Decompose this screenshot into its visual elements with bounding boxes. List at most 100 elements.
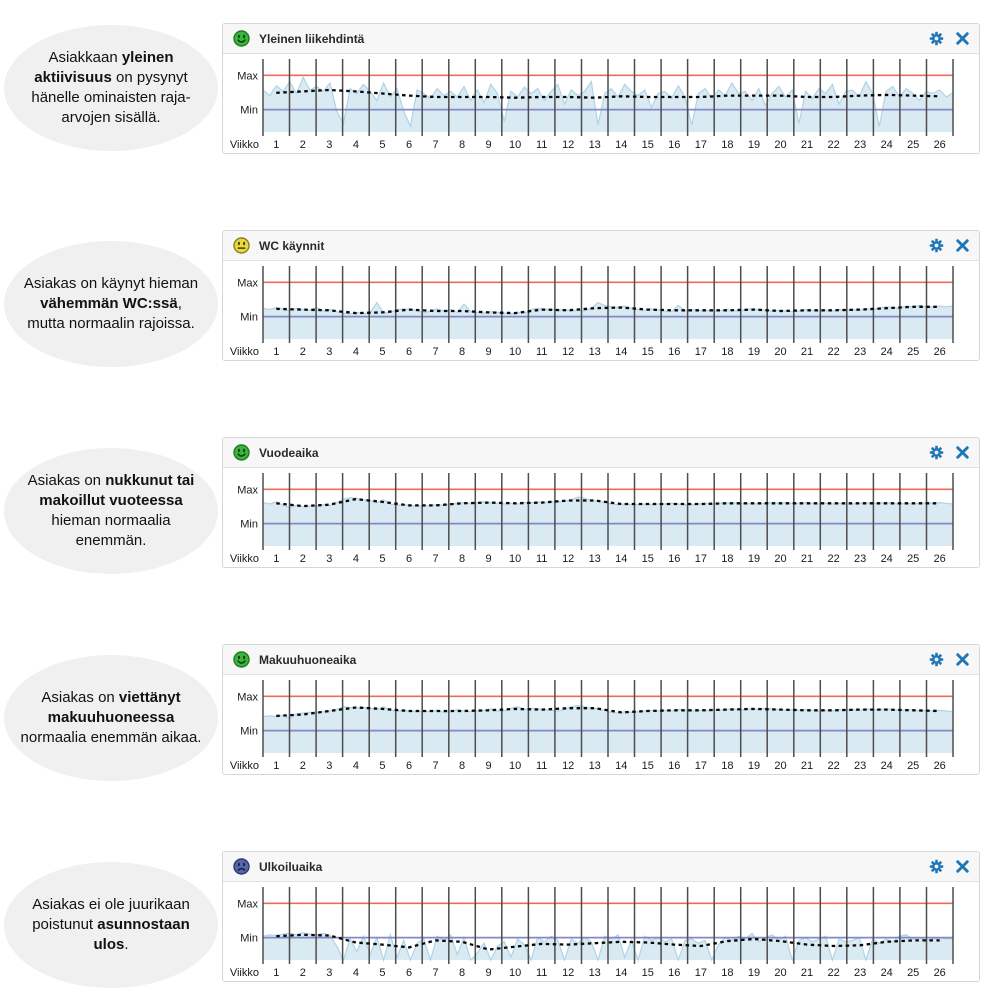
insight-column: Asiakas ei ole juurikaan poistunut asunn… [0,851,222,988]
svg-text:7: 7 [432,139,438,151]
gear-icon[interactable] [929,445,944,460]
svg-text:11: 11 [536,553,547,565]
svg-text:10: 10 [509,346,521,358]
svg-text:Viikko: Viikko [230,346,259,358]
svg-text:14: 14 [615,346,627,358]
svg-text:8: 8 [459,346,465,358]
svg-text:9: 9 [486,967,492,979]
svg-text:5: 5 [379,967,385,979]
svg-text:7: 7 [432,760,438,772]
insight-bubble: Asiakas on viettänyt makuuhuoneessa norm… [4,655,218,781]
panel-actions [929,859,969,874]
svg-text:4: 4 [353,139,359,151]
svg-text:2: 2 [300,967,306,979]
svg-text:4: 4 [353,346,359,358]
close-icon[interactable] [956,860,969,873]
svg-text:21: 21 [801,967,813,979]
svg-text:6: 6 [406,139,412,151]
svg-text:11: 11 [536,346,547,358]
svg-text:2: 2 [300,553,306,565]
insight-text: Asiakkaan yleinen aktiivisuus on pysynyt… [31,49,191,126]
gear-icon[interactable] [929,238,944,253]
svg-text:18: 18 [721,760,733,772]
svg-text:1: 1 [273,346,279,358]
svg-text:9: 9 [486,139,492,151]
insight-bubble: Asiakas ei ole juurikaan poistunut asunn… [4,862,218,988]
svg-text:15: 15 [642,760,654,772]
svg-text:Max: Max [237,691,258,703]
svg-text:4: 4 [353,760,359,772]
svg-text:12: 12 [562,553,574,565]
svg-text:7: 7 [432,967,438,979]
metric-row-vuodeaika: Asiakas on nukkunut tai makoillut vuotee… [0,437,1000,574]
gear-icon[interactable] [929,859,944,874]
gear-icon[interactable] [929,31,944,46]
svg-text:Max: Max [237,484,258,496]
svg-text:3: 3 [326,760,332,772]
svg-text:23: 23 [854,967,866,979]
insight-text: Asiakas on käynyt hieman vähemmän WC:ssä… [23,275,199,332]
svg-text:10: 10 [509,553,521,565]
svg-text:6: 6 [406,760,412,772]
panel-makuuhuoneaika: Makuuhuoneaika Max Min Viikko 1 2 3 4 5 6 7 8 9 10 11… [222,644,980,775]
svg-text:19: 19 [748,553,760,565]
svg-text:24: 24 [881,346,893,358]
svg-text:22: 22 [827,553,839,565]
svg-text:2: 2 [300,760,306,772]
close-icon[interactable] [956,32,969,45]
close-icon[interactable] [956,239,969,252]
svg-text:3: 3 [326,139,332,151]
svg-text:26: 26 [934,139,946,151]
close-icon[interactable] [956,653,969,666]
svg-text:19: 19 [748,967,760,979]
panel-header: Yleinen liikehdintä [223,24,979,54]
svg-text:16: 16 [668,553,680,565]
svg-text:23: 23 [854,139,866,151]
svg-text:16: 16 [668,139,680,151]
svg-text:25: 25 [907,760,919,772]
mood-sad-icon [233,858,250,875]
svg-text:15: 15 [642,139,654,151]
svg-text:2: 2 [300,346,306,358]
svg-text:7: 7 [432,553,438,565]
svg-text:11: 11 [536,760,547,772]
svg-text:4: 4 [353,553,359,565]
svg-text:22: 22 [827,139,839,151]
svg-text:13: 13 [589,967,601,979]
svg-text:Viikko: Viikko [230,760,259,772]
close-icon[interactable] [956,446,969,459]
svg-text:15: 15 [642,553,654,565]
panel-header: WC käynnit [223,231,979,261]
svg-text:8: 8 [459,967,465,979]
gear-icon[interactable] [929,652,944,667]
svg-text:Min: Min [240,933,258,945]
svg-text:6: 6 [406,346,412,358]
svg-text:24: 24 [881,967,893,979]
svg-text:20: 20 [774,553,786,565]
svg-text:22: 22 [827,967,839,979]
svg-text:22: 22 [827,346,839,358]
svg-text:24: 24 [881,760,893,772]
svg-text:10: 10 [509,139,521,151]
svg-text:Max: Max [237,277,258,289]
svg-text:14: 14 [615,139,627,151]
svg-text:1: 1 [273,967,279,979]
svg-text:21: 21 [801,553,813,565]
insight-bubble: Asiakas on käynyt hieman vähemmän WC:ssä… [4,241,218,367]
panel-title: Yleinen liikehdintä [259,31,365,46]
svg-text:Max: Max [237,70,258,82]
svg-text:19: 19 [748,346,760,358]
svg-text:3: 3 [326,346,332,358]
svg-text:Viikko: Viikko [230,553,259,565]
insight-bubble: Asiakas on nukkunut tai makoillut vuotee… [4,448,218,574]
insight-bubble: Asiakkaan yleinen aktiivisuus on pysynyt… [4,25,218,151]
svg-text:12: 12 [562,760,574,772]
svg-text:20: 20 [774,760,786,772]
svg-text:19: 19 [748,760,760,772]
svg-text:12: 12 [562,967,574,979]
svg-text:9: 9 [486,346,492,358]
panel-vuodeaika: Vuodeaika Max Min Viikko 1 2 3 4 5 6 7 8 9 10 11 12 13 1… [222,437,980,568]
svg-text:18: 18 [721,139,733,151]
